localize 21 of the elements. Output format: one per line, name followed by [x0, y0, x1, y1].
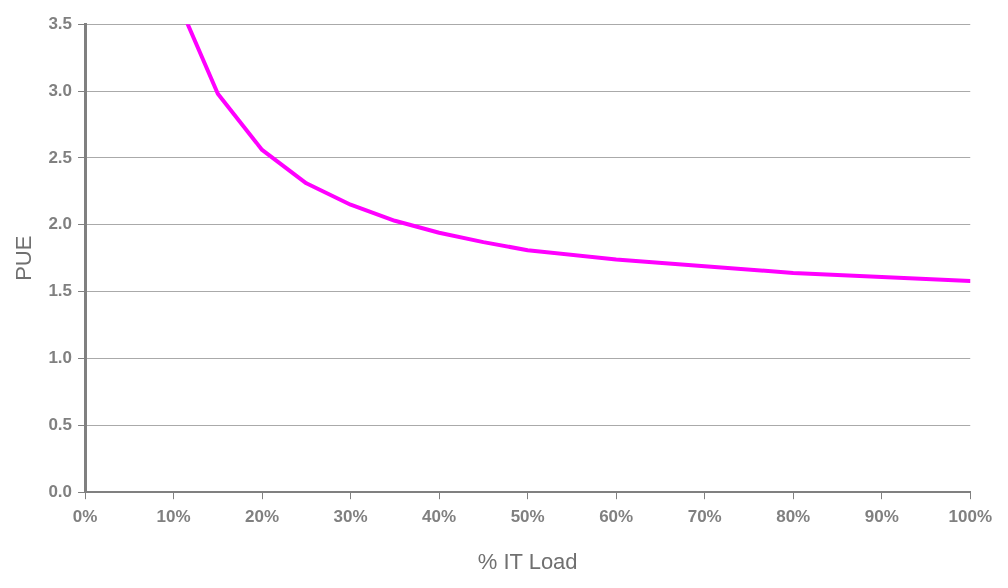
y-tick-label: 0.0	[48, 481, 73, 501]
x-tick-label: 50%	[510, 507, 545, 527]
x-tick-label: 60%	[599, 507, 634, 527]
x-axis-title: % IT Load	[477, 548, 578, 574]
y-tick-label: 1.5	[48, 281, 73, 301]
x-tick-label: 40%	[422, 507, 457, 527]
y-axis-title: PUE	[11, 235, 37, 281]
x-tick-label: 70%	[687, 507, 722, 527]
y-tick-label: 2.5	[48, 147, 73, 167]
y-tick-label: 2.0	[48, 214, 73, 234]
x-tick-label: 30%	[333, 507, 368, 527]
x-tick-label: 100%	[948, 507, 992, 527]
x-tick-label: 90%	[864, 507, 899, 527]
y-tick-label: 0.5	[48, 415, 73, 435]
x-tick-label: 0%	[72, 507, 98, 527]
y-tick-label: 1.0	[48, 348, 73, 368]
y-tick-label: 3.5	[48, 13, 73, 33]
x-tick-label: 80%	[776, 507, 811, 527]
x-tick-label: 10%	[156, 507, 191, 527]
x-tick-label: 20%	[245, 507, 280, 527]
y-tick-label: 3.0	[48, 80, 73, 100]
